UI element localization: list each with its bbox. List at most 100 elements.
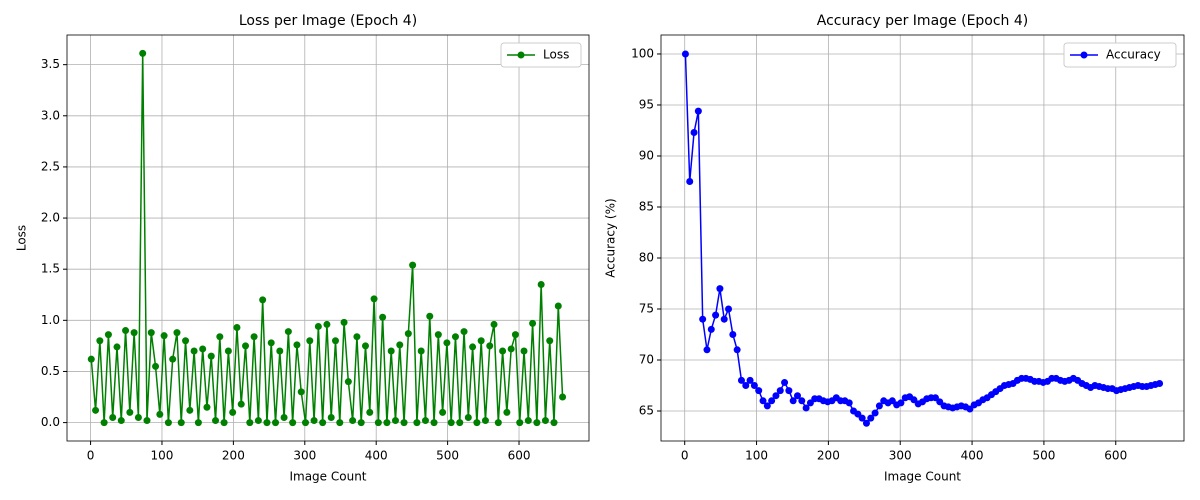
data-point [130, 329, 138, 337]
data-point [494, 419, 502, 427]
legend-label: Loss [543, 48, 569, 62]
data-point [499, 347, 507, 355]
data-point [353, 333, 361, 341]
data-point [156, 410, 164, 418]
data-point [434, 331, 442, 339]
axes-frame [66, 34, 590, 442]
chart-title: Loss per Image (Epoch 4) [239, 13, 417, 29]
data-point [336, 419, 344, 427]
data-point [712, 311, 720, 319]
data-point [768, 397, 776, 405]
data-point [383, 419, 391, 427]
data-point [867, 414, 875, 422]
data-point [451, 333, 459, 341]
data-point [233, 323, 241, 331]
x-tick-label: 100 [151, 449, 174, 463]
data-point [331, 337, 339, 345]
data-point [344, 378, 352, 386]
data-point [409, 261, 417, 269]
data-point [447, 419, 455, 427]
data-point [404, 330, 412, 338]
data-point [430, 419, 438, 427]
data-point [490, 320, 498, 328]
data-point [357, 419, 365, 427]
data-point [511, 331, 519, 339]
data-point [464, 413, 472, 421]
y-tick-label: 0.5 [41, 364, 60, 378]
data-point [716, 285, 724, 293]
data-point [537, 281, 545, 289]
data-point [134, 413, 142, 421]
y-tick-label: 75 [639, 301, 654, 315]
data-point [267, 339, 275, 347]
legend-marker [517, 51, 525, 59]
y-tick-label: 95 [639, 97, 654, 111]
data-point [473, 419, 481, 427]
data-point [370, 295, 378, 303]
data-point [400, 419, 408, 427]
x-tick-label: 0 [87, 449, 95, 463]
data-point [733, 346, 741, 354]
data-point [139, 49, 147, 57]
y-tick-label: 2.0 [41, 211, 60, 225]
data-point [250, 333, 258, 341]
y-tick-label: 80 [639, 250, 654, 264]
x-tick-label: 500 [1032, 449, 1055, 463]
legend-box [1063, 42, 1177, 68]
data-point [361, 342, 369, 350]
data-point [686, 177, 694, 185]
data-point [443, 339, 451, 347]
data-point [507, 345, 515, 353]
y-tick-label: 1.0 [41, 313, 60, 327]
data-point [207, 352, 215, 360]
data-point [897, 399, 905, 407]
x-tick-label: 300 [293, 449, 316, 463]
data-point [182, 337, 190, 345]
y-tick-label: 2.5 [41, 159, 60, 173]
x-tick-label: 0 [681, 449, 689, 463]
data-point [550, 419, 558, 427]
data-point [87, 355, 95, 363]
data-point [742, 382, 750, 390]
data-point [746, 376, 754, 384]
x-tick-label: 600 [1104, 449, 1127, 463]
data-point [263, 419, 271, 427]
data-point [152, 362, 160, 370]
data-point [789, 397, 797, 405]
data-point [699, 315, 707, 323]
data-point [781, 378, 789, 386]
data-point [220, 419, 228, 427]
data-point [117, 417, 125, 425]
data-point [546, 337, 554, 345]
data-point [460, 328, 468, 336]
data-point [858, 414, 866, 422]
x-axis-label: Image Count [884, 470, 961, 484]
data-point [379, 313, 387, 321]
data-point [1156, 379, 1164, 387]
y-tick-label: 65 [639, 404, 654, 418]
legend-label: Accuracy [1106, 48, 1161, 62]
data-point [554, 302, 562, 310]
data-point [776, 387, 784, 395]
data-point [147, 329, 155, 337]
y-tick-label: 90 [639, 148, 654, 162]
data-point [871, 409, 879, 417]
data-point [725, 305, 733, 313]
data-point [327, 413, 335, 421]
data-point [413, 419, 421, 427]
x-tick-label: 500 [436, 449, 459, 463]
data-point [323, 320, 331, 328]
y-tick-label: 3.5 [41, 57, 60, 71]
legend-box [500, 42, 582, 68]
data-point [212, 417, 220, 425]
data-point [310, 417, 318, 425]
data-point [314, 322, 322, 330]
data-point [122, 327, 130, 335]
data-point [845, 399, 853, 407]
data-point [126, 408, 134, 416]
data-point [302, 419, 310, 427]
data-point [524, 417, 532, 425]
data-point [272, 419, 280, 427]
data-point [143, 417, 151, 425]
y-axis-label: Accuracy (%) [604, 198, 618, 277]
